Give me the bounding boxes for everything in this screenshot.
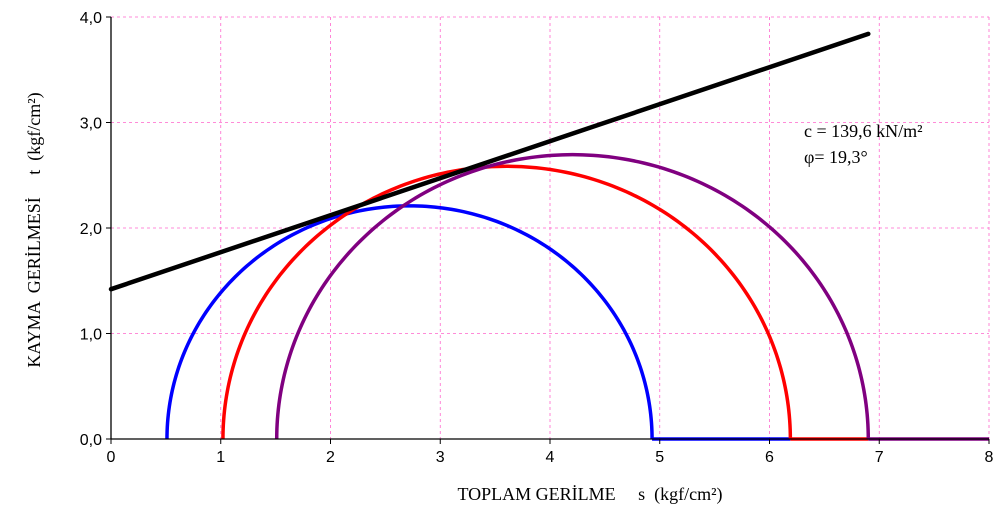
y-tick-label: 0,0	[80, 432, 102, 449]
x-tick-label: 2	[326, 449, 335, 466]
x-tick-label: 1	[216, 449, 225, 466]
x-tick-label: 8	[985, 449, 994, 466]
x-tick-label: 7	[875, 449, 884, 466]
failure-envelope-line	[108, 31, 871, 292]
cohesion-annotation: c = 139,6 kN/m²	[804, 121, 923, 141]
x-tick-label: 4	[546, 449, 555, 466]
y-tick-label: 4,0	[80, 10, 102, 27]
axes	[106, 16, 990, 444]
friction-angle-annotation: φ= 19,3°	[804, 147, 868, 167]
x-tick-label: 5	[655, 449, 664, 466]
grid-lines	[111, 16, 990, 439]
y-tick-label: 3,0	[80, 116, 102, 133]
mohr-circle	[274, 152, 871, 440]
tick-labels: 0 1 2 3 4 5 6 7 8 0,0 1,0 2,0 3,0 4,0	[80, 10, 994, 466]
x-tick-label: 0	[107, 449, 116, 466]
mohr-circle	[221, 164, 793, 440]
x-tick-label: 3	[436, 449, 445, 466]
y-tick-label: 2,0	[80, 221, 102, 238]
x-tick-label: 6	[765, 449, 774, 466]
y-axis-title: KAYMA GERİLMESİ t (kgf/cm²)	[24, 92, 45, 367]
mohr-circle	[165, 204, 654, 440]
y-tick-label: 1,0	[80, 327, 102, 344]
x-axis-title: TOPLAM GERİLME s (kgf/cm²)	[457, 484, 722, 505]
